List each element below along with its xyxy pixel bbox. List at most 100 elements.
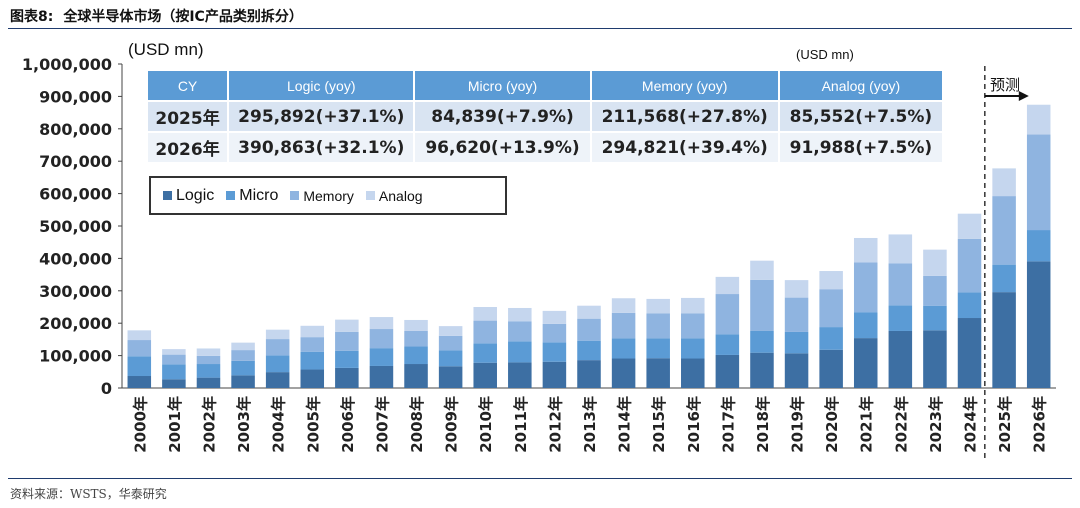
legend-swatch-micro — [226, 191, 236, 200]
legend-label: Micro — [239, 186, 279, 204]
x-tick-label: 2009年 — [443, 396, 461, 453]
bar-segment-analog — [196, 348, 221, 356]
bar-segment-memory — [992, 196, 1016, 265]
table-header-memory: Memory (yoy) — [590, 71, 780, 101]
bar-segment-micro — [923, 305, 947, 331]
bar-segment-micro — [1026, 230, 1051, 262]
bar-segment-memory — [957, 238, 982, 293]
bar-segment-memory — [473, 320, 497, 344]
bar-segment-micro — [265, 355, 290, 373]
bar-segment-logic — [127, 376, 152, 388]
bar-segment-memory — [265, 339, 290, 356]
x-tick-label: 2024年 — [962, 396, 980, 453]
x-tick-label: 2013年 — [581, 396, 599, 453]
bar-segment-analog — [750, 260, 774, 280]
bar-segment-analog — [681, 297, 705, 314]
legend-label: Memory — [303, 187, 354, 204]
bar-segment-micro — [335, 350, 359, 368]
x-tick-label: 2003年 — [235, 396, 253, 453]
x-tick-label: 2021年 — [858, 396, 876, 453]
bar-segment-micro — [888, 305, 913, 331]
legend-item-analog: Analog — [365, 187, 423, 204]
bar-segment-logic — [888, 330, 913, 388]
bar-segment-micro — [404, 346, 428, 365]
bar-segment-memory — [577, 318, 601, 341]
figure-title-text: 全球半导体市场（按IC产品类别拆分） — [63, 9, 303, 25]
table-cell: 84,839(+7.9%) — [414, 100, 592, 132]
bar-segment-analog — [784, 280, 809, 298]
bar-segment-micro — [681, 338, 705, 359]
bar-segment-analog — [231, 342, 255, 351]
bar-segment-micro — [853, 312, 878, 339]
bar-segment-memory — [508, 321, 532, 342]
table-cell: 390,863(+32.1%) — [228, 131, 416, 162]
forecast-table: CY Logic (yoy) Micro (yoy) Memory (yoy) … — [148, 71, 945, 162]
table-cell: 85,552(+7.5%) — [778, 100, 945, 132]
legend-swatch-memory — [290, 191, 300, 200]
bar-segment-micro — [196, 364, 221, 378]
table-row: 2025年 295,892(+37.1%) 84,839(+7.9%) 211,… — [148, 100, 945, 132]
table-header-analog: Analog (yoy) — [778, 71, 945, 101]
legend-swatch-analog — [365, 191, 375, 200]
bar-segment-micro — [542, 342, 567, 362]
x-tick-label: 2005年 — [304, 396, 322, 453]
unit-label-left: (USD mn) — [128, 40, 204, 59]
bar-segment-memory — [335, 331, 359, 351]
bar-segment-micro — [646, 338, 670, 359]
bar-segment-logic — [335, 367, 359, 388]
x-tick-label: 2025年 — [996, 396, 1014, 453]
y-tick-label: 400,000 — [39, 249, 112, 268]
y-tick-label: 800,000 — [39, 120, 112, 139]
unit-label-right: (USD mn) — [796, 47, 854, 62]
table-cell: 294,821(+39.4%) — [590, 131, 780, 162]
bar-segment-micro — [611, 338, 636, 359]
bar-segment-logic — [404, 364, 428, 388]
bar-segment-logic — [1026, 261, 1051, 388]
bar-segment-memory — [888, 263, 913, 306]
bar-segment-memory — [853, 262, 878, 313]
forecast-label: 预测 — [990, 76, 1021, 94]
bar-segment-memory — [784, 297, 809, 332]
y-tick-label: 500,000 — [39, 217, 112, 236]
bar-segment-analog — [853, 237, 878, 263]
x-tick-label: 2004年 — [270, 396, 288, 453]
x-tick-label: 2018年 — [754, 396, 772, 453]
bar-segment-memory — [438, 335, 463, 351]
forecast-arrow-head — [1018, 91, 1029, 101]
bar-segment-analog — [508, 307, 532, 322]
y-tick-label: 600,000 — [39, 185, 112, 204]
x-tick-label: 2023年 — [927, 396, 945, 453]
bar-segment-analog — [957, 213, 982, 239]
bar-segment-analog — [1026, 104, 1051, 135]
table-cell: 295,892(+37.1%) — [228, 100, 416, 132]
bar-segment-logic — [473, 362, 497, 388]
bar-segment-memory — [300, 337, 325, 352]
legend-label: Analog — [378, 187, 423, 204]
bar-segment-analog — [438, 326, 463, 336]
bar-segment-micro — [577, 340, 601, 361]
bar-segment-analog — [577, 305, 601, 319]
bar-segment-memory — [196, 355, 221, 365]
bar-segment-logic — [231, 375, 255, 388]
bar-segment-micro — [369, 348, 394, 366]
bar-segment-logic — [784, 353, 809, 388]
x-tick-label: 2017年 — [719, 396, 737, 453]
x-tick-label: 2001年 — [166, 396, 184, 453]
bar-segment-logic — [542, 361, 567, 388]
bar-segment-logic — [957, 318, 982, 388]
bar-segment-analog — [369, 317, 394, 330]
bar-segment-analog — [923, 249, 947, 276]
chart-canvas: 0 100,000 200,000 300,000 400,000 500,000 600,… — [22, 55, 1056, 460]
table-cell: 91,988(+7.5%) — [778, 131, 945, 162]
legend-swatch-logic — [163, 191, 172, 200]
legend-item-memory: Memory — [290, 188, 354, 204]
bar-segment-logic — [819, 349, 843, 388]
legend-item-micro: Micro — [226, 187, 278, 205]
bar-segment-analog — [300, 325, 325, 338]
y-tick-label: 300,000 — [39, 282, 112, 301]
x-tick-label: 2016年 — [685, 396, 703, 453]
chart-legend: Logic Micro Memory Analog — [149, 176, 507, 215]
bar-segment-logic — [577, 360, 601, 388]
bar-segment-analog — [888, 234, 913, 264]
x-tick-label: 2012年 — [546, 396, 564, 453]
